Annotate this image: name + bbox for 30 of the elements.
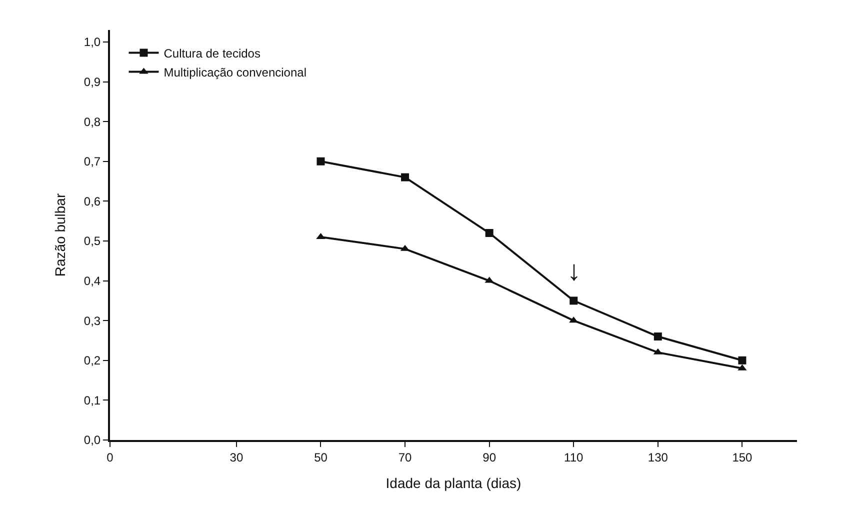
y-tick-label: 0,3 [84,314,101,328]
x-axis-title: Idade da planta (dias) [386,475,522,492]
x-tick-label: 0 [106,450,114,464]
y-tick-label: 0,1 [84,393,101,408]
x-tick-label: 150 [732,450,753,464]
y-tick-label: 0,0 [84,433,101,448]
legend-label: Multiplicação convencional [164,65,306,80]
y-tick-label: 0,2 [84,354,101,368]
y-tick-label: 0,5 [84,234,101,248]
y-axis-title: Razão bulbar [52,193,68,277]
x-tick-label: 130 [648,450,668,464]
point [485,229,494,238]
y-tick-label: 0,8 [84,114,101,129]
legend-label: Cultura de tecidos [164,46,260,60]
x-tick-label: 110 [564,450,584,464]
y-tick-label: 1,0 [84,35,101,50]
point [316,157,325,166]
x-tick-label: 90 [482,450,496,464]
y-tick-label: 0,9 [84,74,101,89]
point [654,332,662,340]
point [738,356,746,364]
point [570,296,578,305]
annotation: ↓ [567,255,581,286]
y-tick-label: 0,7 [84,154,101,169]
x-tick-label: 70 [398,450,412,464]
x-tick-label: 30 [230,450,244,464]
x-tick-label: 50 [314,450,328,464]
point [401,173,410,182]
y-tick-label: 0,4 [84,274,101,288]
y-tick-label: 0,6 [84,194,101,208]
